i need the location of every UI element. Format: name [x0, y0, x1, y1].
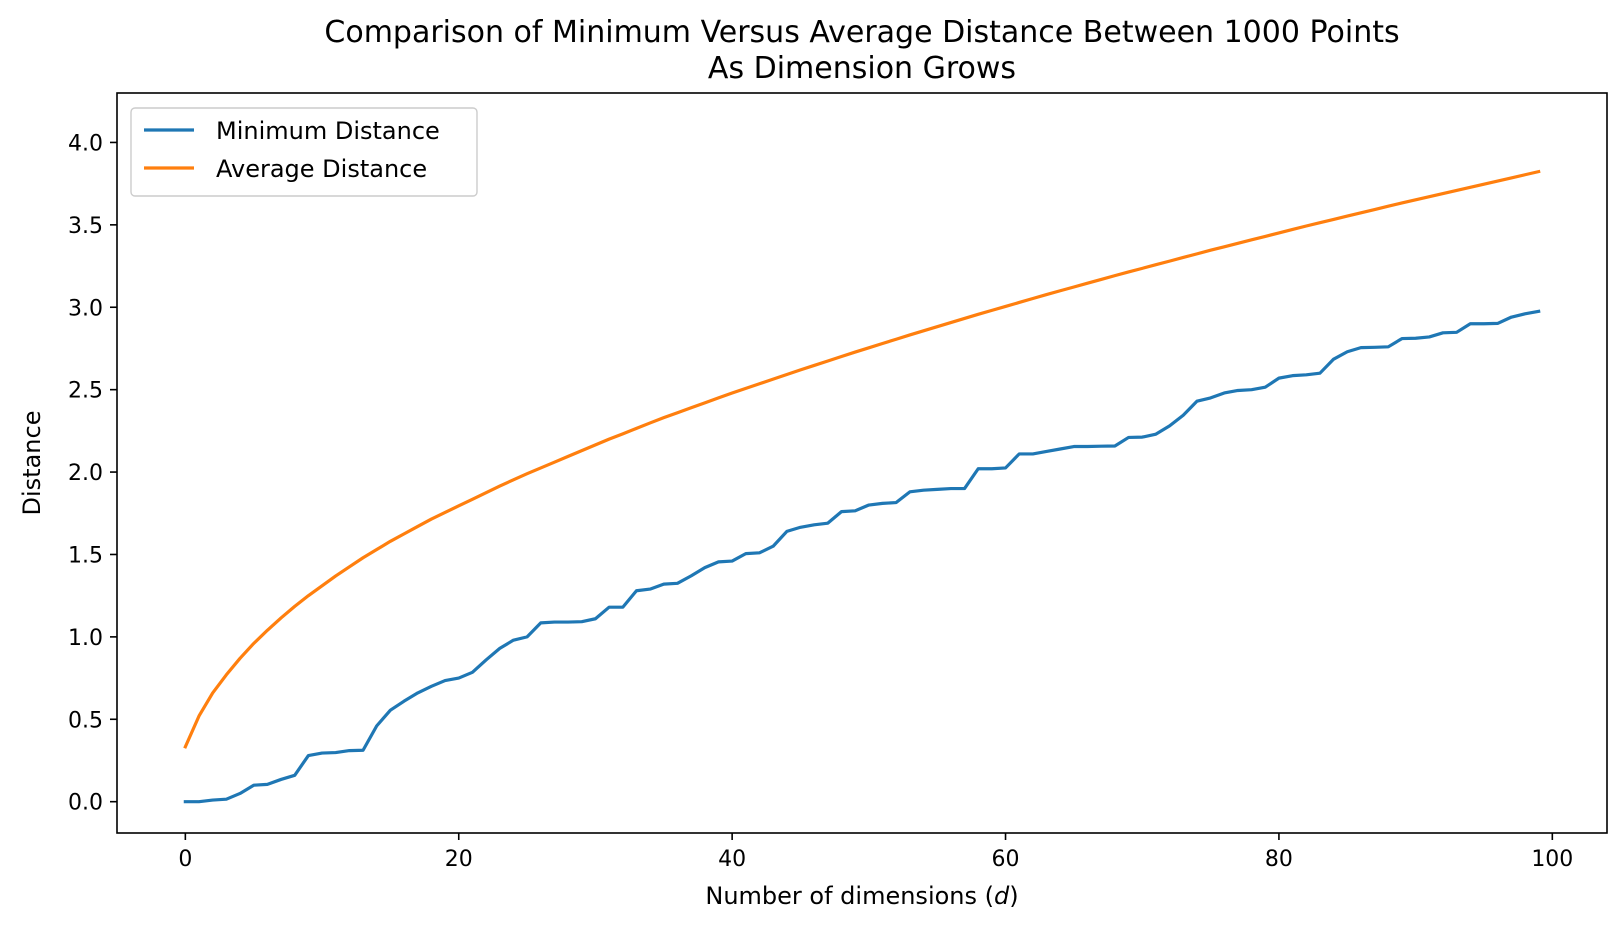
y-tick-label: 0.5 — [68, 708, 103, 733]
legend-label-minimum: Minimum Distance — [216, 117, 440, 145]
legend-label-average: Average Distance — [216, 155, 427, 183]
legend-frame — [130, 107, 478, 197]
chart-subtitle: As Dimension Grows — [708, 51, 1016, 86]
y-tick-label: 3.5 — [68, 214, 103, 239]
y-tick-label: 2.5 — [68, 379, 103, 404]
x-tick-label: 60 — [992, 847, 1020, 872]
series-line-minimum-distance — [183, 309, 1541, 804]
y-tick-label: 1.0 — [68, 626, 103, 651]
legend: Minimum Distance Average Distance — [130, 107, 478, 197]
y-axis-ticks: 0.0 0.5 1.0 1.5 2.0 2.5 3.0 3.5 4.0 — [68, 131, 117, 816]
y-tick-label: 1.5 — [68, 543, 103, 568]
y-tick-label: 2.0 — [68, 461, 103, 486]
series-line-average-distance — [183, 169, 1541, 749]
y-tick-label: 4.0 — [68, 131, 103, 156]
y-tick-label: 0.0 — [68, 791, 103, 816]
y-axis-label: Distance — [18, 411, 46, 516]
x-axis-label: Number of dimensions (d) — [705, 882, 1018, 910]
x-axis-label-suffix: ) — [1009, 882, 1018, 910]
x-tick-label: 40 — [718, 847, 746, 872]
x-axis-label-variable: d — [994, 882, 1010, 910]
x-tick-label: 20 — [445, 847, 473, 872]
series-layer — [183, 169, 1541, 804]
x-axis-label-prefix: Number of dimensions ( — [705, 882, 994, 910]
chart-title: Comparison of Minimum Versus Average Dis… — [324, 15, 1399, 50]
x-axis-ticks: 0 20 40 60 80 100 — [178, 833, 1573, 872]
y-tick-label: 3.0 — [68, 296, 103, 321]
plot-area — [116, 92, 1608, 834]
x-tick-label: 80 — [1265, 847, 1293, 872]
plot-frame — [116, 92, 1608, 834]
x-tick-label: 0 — [178, 847, 192, 872]
x-tick-label: 100 — [1531, 847, 1573, 872]
